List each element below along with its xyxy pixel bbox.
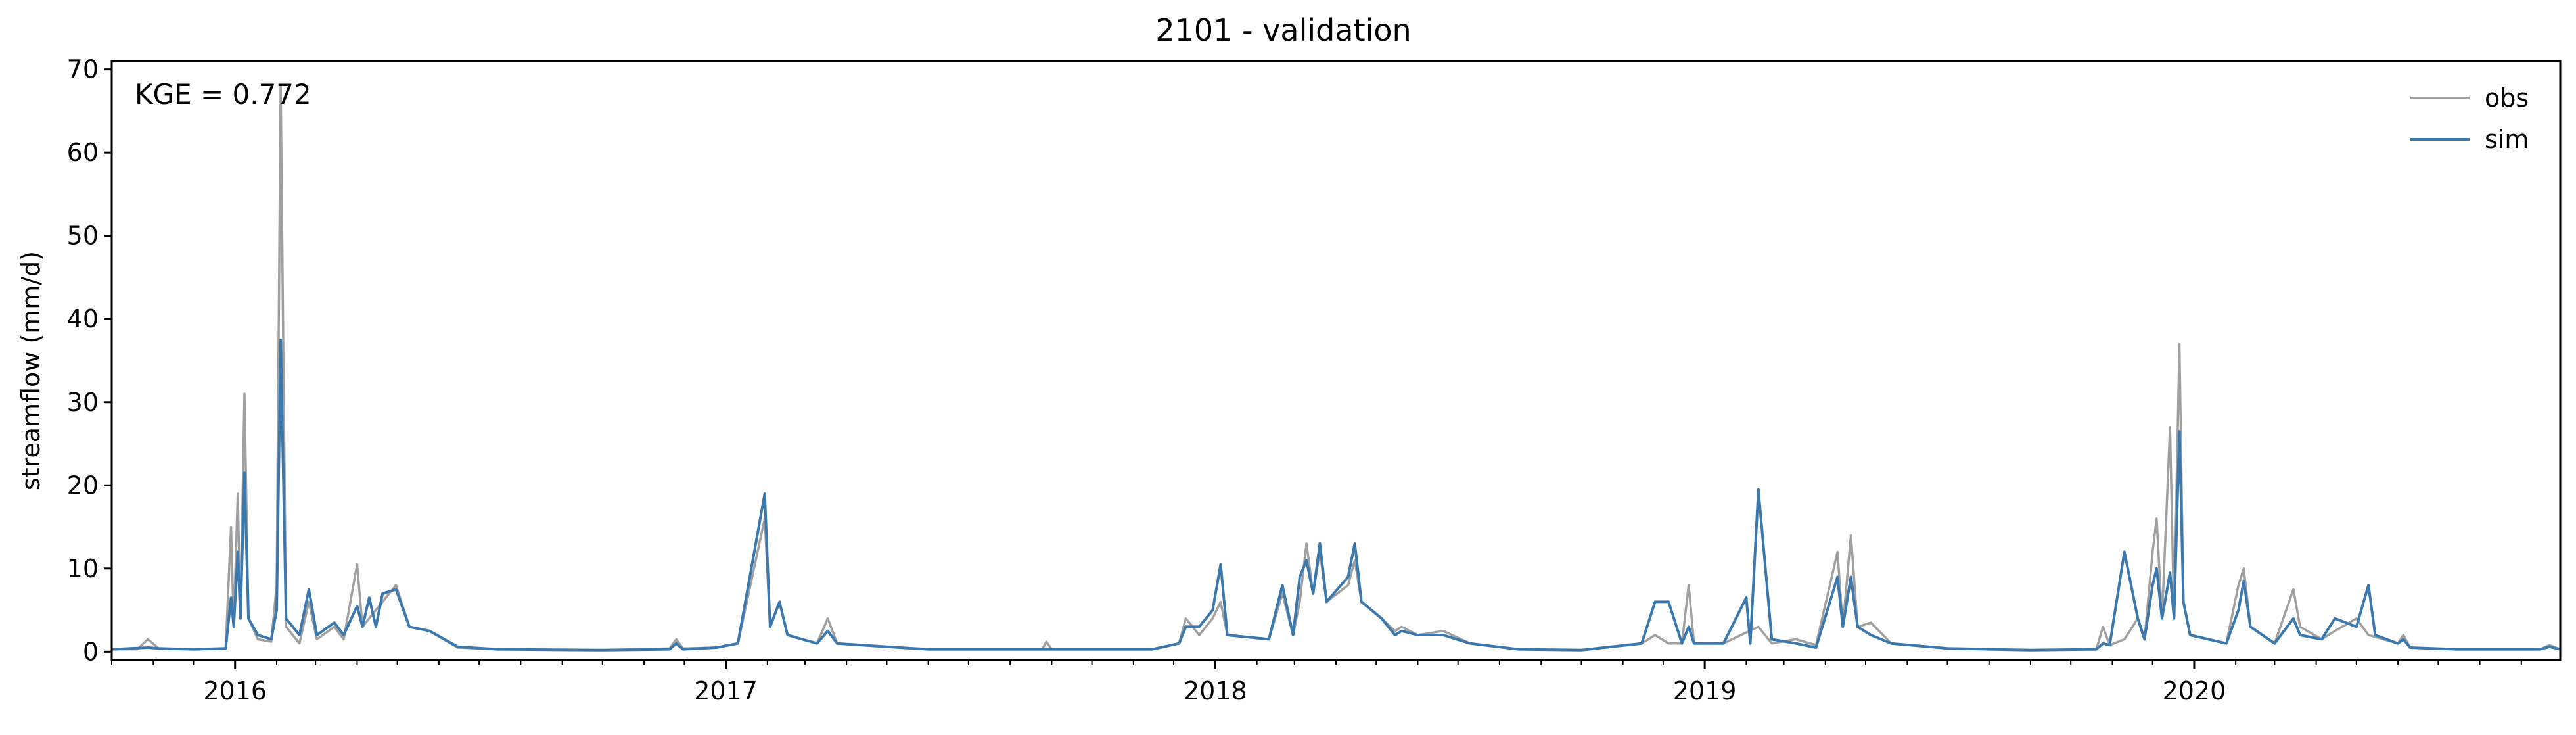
x-tick-label: 2017 [694,676,758,705]
y-tick-label: 50 [67,222,99,250]
y-tick-label: 60 [67,138,99,167]
y-axis-label: streamflow (mm/d) [16,251,45,490]
x-tick-label: 2018 [1184,676,1247,705]
y-tick-label: 20 [67,471,99,500]
kge-annotation: KGE = 0.772 [135,78,311,110]
x-tick-label: 2020 [2163,676,2226,705]
legend-label-obs: obs [2485,83,2529,112]
plot-frame [110,60,2562,661]
legend: obs sim [2410,83,2529,154]
x-tick-label: 2016 [203,676,267,705]
y-tick-label: 10 [67,554,99,583]
y-tick-label: 40 [67,304,99,333]
x-tick-label: 2019 [1673,676,1737,705]
y-tick-label: 70 [67,55,99,84]
chart-title: 2101 - validation [1155,12,1411,48]
y-tick-label: 30 [67,388,99,417]
y-tick-label: 0 [83,637,99,666]
axis-ticks: 0 10 20 30 40 50 60 70 2016 2017 2018 2019 2020 [67,55,2522,705]
series-line-sim [111,338,2561,652]
plot-area [111,85,2561,652]
legend-label-sim: sim [2485,125,2529,154]
